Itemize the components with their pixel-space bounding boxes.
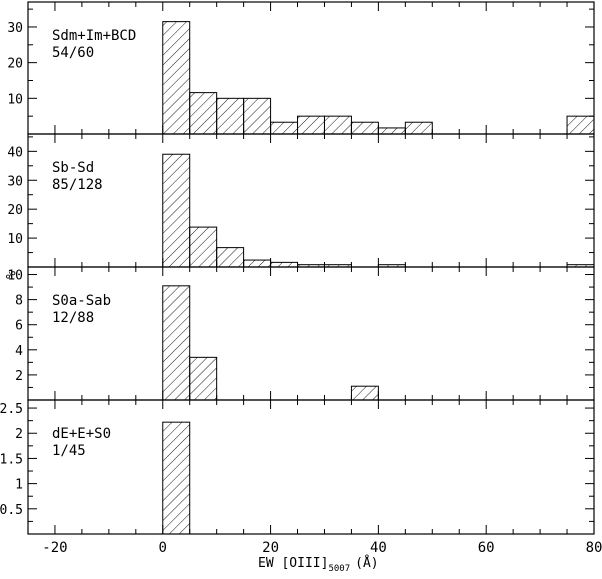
- panel-frame: [27, 133, 595, 268]
- panel-count: 54/60: [52, 45, 94, 61]
- y-tick-label: 2: [15, 427, 23, 442]
- y-tick-label: 40: [7, 145, 23, 160]
- histogram-bar: [243, 97, 272, 135]
- histogram-bar: [404, 121, 433, 135]
- histogram-bar: [162, 421, 191, 535]
- x-tick-label: 80: [586, 540, 602, 556]
- x-axis-label-unit: (Å): [355, 555, 378, 571]
- panel-label: Sb-Sd: [52, 160, 94, 176]
- x-axis-label: EW [OIII]5007 (Å): [258, 555, 379, 574]
- panel-4: 0.5 1 1.5 2 2.5 dE+E+S01/45: [0, 399, 595, 535]
- y-tick-label: 20: [7, 203, 23, 218]
- histogram-bar: [270, 121, 299, 135]
- y-tick-label: 1.5: [0, 452, 23, 467]
- y-tick-label: 10: [7, 232, 23, 247]
- y-axis-label: %: [2, 271, 17, 279]
- x-tick-label: 60: [478, 540, 495, 556]
- histogram-bar: [297, 115, 325, 135]
- histogram-bar: [216, 97, 245, 135]
- panel-frame: [27, 266, 595, 401]
- y-tick-label: 2.5: [0, 402, 23, 417]
- y-tick-label: 10: [7, 92, 23, 107]
- histogram-bar: [189, 226, 218, 268]
- x-tick-label: -20: [42, 540, 67, 556]
- x-axis-label-main: EW [OIII]: [258, 556, 328, 571]
- x-axis-label-sub: 5007: [328, 564, 350, 574]
- x-tick-label: 0: [159, 540, 167, 556]
- histogram-bar: [243, 259, 272, 268]
- panel-frame: [27, 399, 595, 535]
- histogram-bar: [323, 115, 352, 135]
- x-tick-label: 20: [262, 540, 279, 556]
- y-tick-label: 1: [15, 478, 23, 493]
- histogram-bar: [216, 247, 245, 268]
- histogram-bar: [377, 127, 406, 135]
- histogram-bar: [350, 385, 379, 401]
- y-tick-label: 30: [7, 21, 23, 36]
- panel-label: dE+E+S0: [52, 426, 111, 442]
- y-tick-label: 4: [15, 344, 23, 359]
- x-tick-label: 40: [370, 540, 387, 556]
- y-tick-label: 0.5: [0, 503, 23, 518]
- histogram-bar: [350, 121, 379, 135]
- histogram-bar: [162, 21, 191, 135]
- y-tick-label: 6: [15, 319, 23, 334]
- panel-count: 12/88: [52, 310, 94, 326]
- histogram-bar: [189, 92, 218, 135]
- panel-count: 85/128: [52, 177, 103, 193]
- panel-count: 1/45: [52, 443, 86, 459]
- panel-label: S0a-Sab: [52, 293, 111, 309]
- y-tick-label: 20: [7, 57, 23, 72]
- y-tick-label: 2: [15, 369, 23, 384]
- histogram-bar: [162, 285, 191, 401]
- y-tick-label: 30: [7, 174, 23, 189]
- panel-label: Sdm+Im+BCD: [52, 28, 136, 44]
- histogram-bar: [162, 153, 191, 268]
- y-tick-label: 10: [7, 269, 23, 284]
- histogram-bar: [270, 261, 299, 268]
- histogram-bar: [189, 356, 218, 401]
- y-tick-label: 8: [15, 294, 23, 309]
- panel-frame: [27, 1, 595, 135]
- histogram-bar: [566, 115, 595, 135]
